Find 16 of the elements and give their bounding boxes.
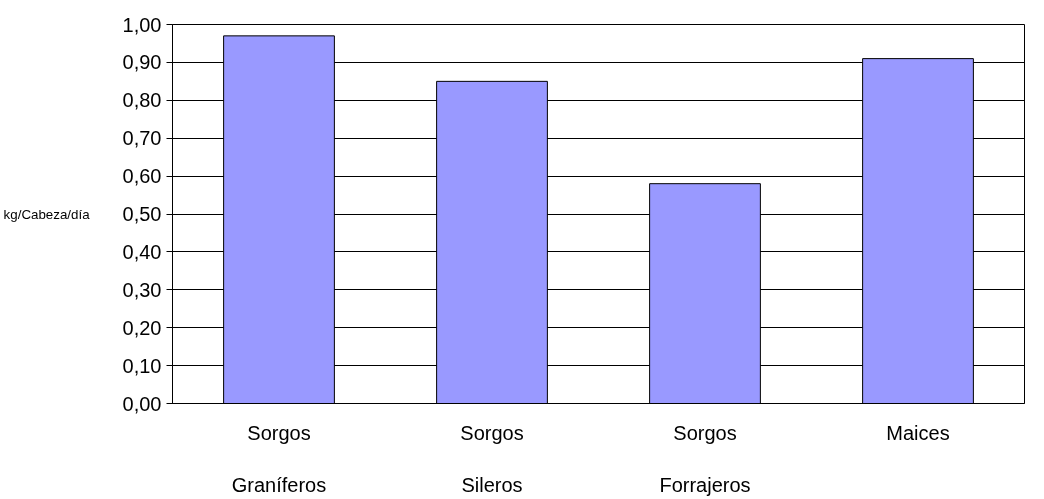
y-tick-label: 0,60 [122, 165, 162, 188]
y-tick-label: 0,20 [122, 316, 162, 339]
category-label: Sorgos Graníferos [231, 421, 327, 497]
y-tick-label: 0,80 [122, 89, 162, 112]
y-tick-label: 0,30 [122, 278, 162, 301]
y-tick-label: 0,50 [122, 203, 162, 225]
y-tick-label: 1,00 [122, 13, 162, 36]
x-tick-label: Maices [886, 421, 950, 444]
category-label: Sorgos Forrajeros [659, 421, 751, 497]
y-tick-label: 0,00 [122, 392, 162, 415]
y-axis-title: kg/Cabeza/día [3, 206, 91, 222]
y-tick-label: 0,70 [122, 127, 162, 150]
category-label: Sorgos Sileros [460, 421, 524, 497]
y-tick-label: 0,90 [122, 51, 162, 74]
y-tick-label: 0,40 [122, 240, 162, 263]
y-tick-label: 0,10 [122, 354, 162, 377]
